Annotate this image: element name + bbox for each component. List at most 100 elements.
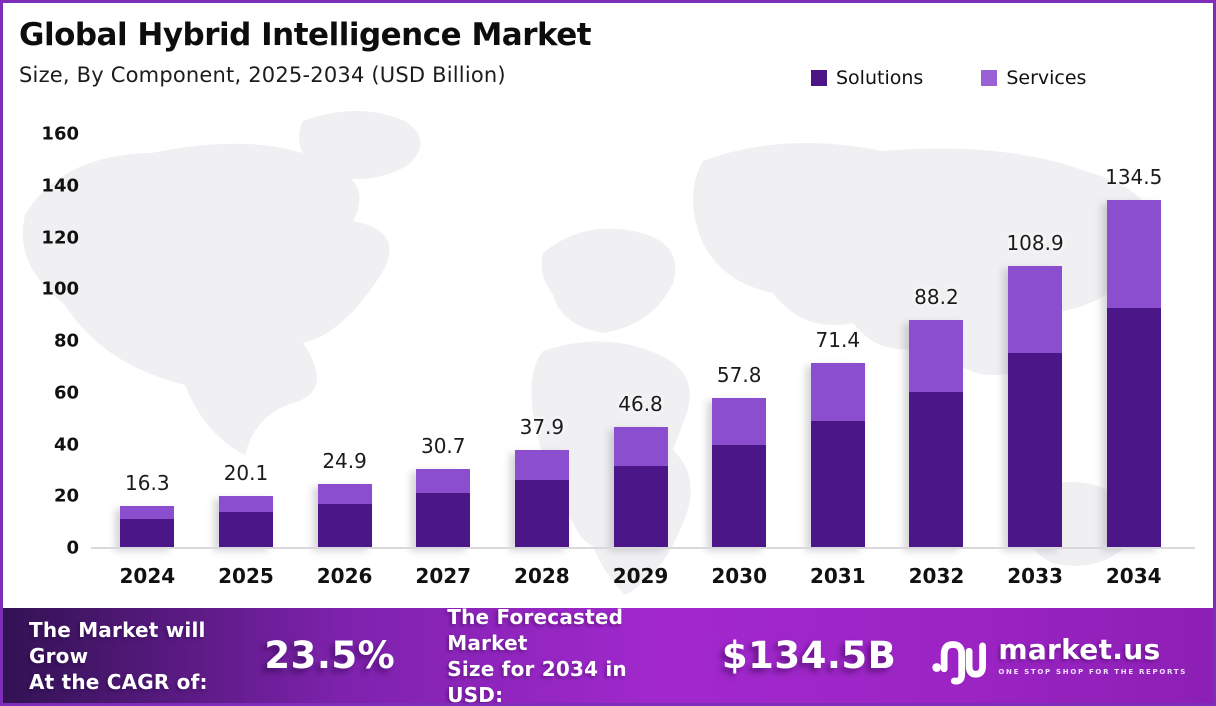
bar-segment-services (712, 398, 767, 445)
x-axis-label-2027: 2027 (415, 564, 472, 588)
bar-segment-solutions (514, 479, 569, 548)
bar-segment-solutions (712, 445, 767, 548)
bar-stack (317, 483, 372, 548)
bar-total-label: 20.1 (223, 461, 269, 485)
cagr-label-line1: The Market will Grow (29, 617, 206, 668)
bar-segment-services (1008, 266, 1063, 354)
bar-segment-solutions (416, 493, 471, 548)
bar-stack (416, 468, 471, 548)
bar-segment-services (613, 426, 668, 466)
legend-item-services: Services (981, 67, 1086, 89)
bar-column-2034: 134.5 (1084, 134, 1183, 548)
stats-banner: The Market will Grow At the CAGR of: 23.… (3, 605, 1213, 703)
bar-stack (1106, 200, 1161, 548)
bar-column-2029: 46.8 (591, 134, 690, 548)
x-axis-label-2029: 2029 (612, 564, 669, 588)
bar-total-label: 71.4 (815, 328, 861, 353)
page-subtitle: Size, By Component, 2025-2034 (USD Billi… (19, 63, 506, 87)
x-axis-labels: 2024 2025 2026 2027 2028 2029 2030 2031 2032 2033… (98, 564, 1183, 588)
solutions-swatch-icon (811, 70, 827, 86)
bar-segment-solutions (120, 518, 175, 548)
bar-stack (120, 505, 175, 548)
bar-column-2025: 20.1 (197, 134, 296, 548)
y-tick-60: 60 (53, 382, 79, 404)
x-axis-label-2031: 2031 (809, 564, 866, 588)
services-swatch-icon (981, 70, 998, 86)
bar-stack (1008, 266, 1063, 548)
bar-segment-services (416, 468, 471, 494)
marketus-logo: market.us ONE STOP SHOP FOR THE REPORTS (930, 627, 1187, 685)
legend-label-solutions: Solutions (836, 67, 924, 89)
marketus-logo-icon (932, 640, 987, 685)
bar-column-2030: 57.8 (690, 134, 789, 548)
bar-stack (909, 319, 964, 548)
x-axis-label-2033: 2033 (1007, 564, 1063, 588)
bar-stack (218, 496, 273, 548)
bar-total-label: 46.8 (618, 391, 663, 416)
bar-column-2033: 108.9 (986, 134, 1085, 548)
bar-total-label: 57.8 (716, 363, 762, 388)
y-tick-120: 120 (41, 227, 79, 248)
cagr-label: The Market will Grow At the CAGR of: (29, 617, 238, 695)
bar-segment-services (317, 483, 372, 504)
bar-stack (514, 449, 569, 548)
bar-plot-area: 16.3 20.1 24.9 30.7 37.9 46.8 57.8 71.4 88.2 108.… (98, 134, 1183, 548)
bar-column-2032: 88.2 (887, 134, 986, 548)
bar-segment-solutions (317, 503, 372, 548)
logo-name: market.us (998, 632, 1161, 666)
cagr-value: 23.5% (264, 634, 396, 677)
y-tick-140: 140 (41, 175, 79, 197)
bar-stack (613, 426, 668, 548)
bar-total-label: 30.7 (420, 433, 466, 458)
forecast-label: The Forecasted Market Size for 2034 in U… (447, 604, 678, 706)
bar-segment-solutions (810, 421, 865, 548)
cagr-label-line2: At the CAGR of: (29, 669, 208, 694)
chart-legend: Solutions Services (811, 67, 1086, 89)
forecast-label-line1: The Forecasted Market (447, 604, 624, 655)
forecast-value: $134.5B (721, 634, 897, 677)
logo-tagline: ONE STOP SHOP FOR THE REPORTS (998, 667, 1187, 676)
bar-column-2028: 37.9 (493, 134, 592, 548)
bar-total-label: 37.9 (519, 414, 565, 439)
y-tick-80: 80 (53, 330, 79, 352)
bar-stack (810, 363, 865, 548)
bar-total-label: 108.9 (1006, 231, 1064, 256)
bar-segment-solutions (1008, 353, 1063, 548)
x-axis-label-2032: 2032 (908, 564, 965, 588)
bar-segment-services (514, 449, 569, 480)
bar-segment-solutions (909, 391, 964, 548)
y-tick-40: 40 (53, 434, 79, 455)
bar-segment-services (1106, 200, 1161, 308)
y-tick-0: 0 (66, 537, 79, 559)
y-tick-20: 20 (53, 485, 79, 507)
bar-total-label: 88.2 (914, 284, 959, 309)
x-axis-label-2028: 2028 (514, 564, 570, 588)
bar-stack (712, 398, 767, 548)
logo-text-block: market.us ONE STOP SHOP FOR THE REPORTS (998, 632, 1187, 676)
legend-label-services: Services (1006, 67, 1087, 89)
bar-column-2031: 71.4 (788, 134, 887, 548)
bar-segment-services (909, 319, 964, 392)
bar-segment-services (218, 496, 273, 512)
bar-column-2027: 30.7 (394, 134, 493, 548)
y-tick-100: 100 (41, 278, 79, 300)
bar-segment-solutions (1106, 307, 1161, 548)
bar-total-label: 16.3 (125, 470, 170, 495)
bar-segment-services (810, 363, 865, 421)
x-axis-label-2026: 2026 (316, 564, 373, 588)
bar-segment-solutions (218, 512, 273, 548)
x-axis-line (91, 547, 1195, 549)
bar-column-2024: 16.3 (98, 134, 197, 548)
x-axis-label-2025: 2025 (218, 564, 274, 588)
legend-item-solutions: Solutions (811, 67, 923, 89)
bar-segment-solutions (613, 465, 668, 548)
bar-total-label: 24.9 (322, 448, 367, 473)
y-tick-160: 160 (41, 123, 79, 145)
bar-segment-services (120, 505, 175, 519)
bar-column-2026: 24.9 (295, 134, 394, 548)
x-axis-label-2034: 2034 (1105, 564, 1162, 588)
x-axis-label-2024: 2024 (119, 564, 176, 588)
forecast-label-line2: Size for 2034 in USD: (447, 656, 627, 706)
x-axis-label-2030: 2030 (711, 564, 767, 588)
